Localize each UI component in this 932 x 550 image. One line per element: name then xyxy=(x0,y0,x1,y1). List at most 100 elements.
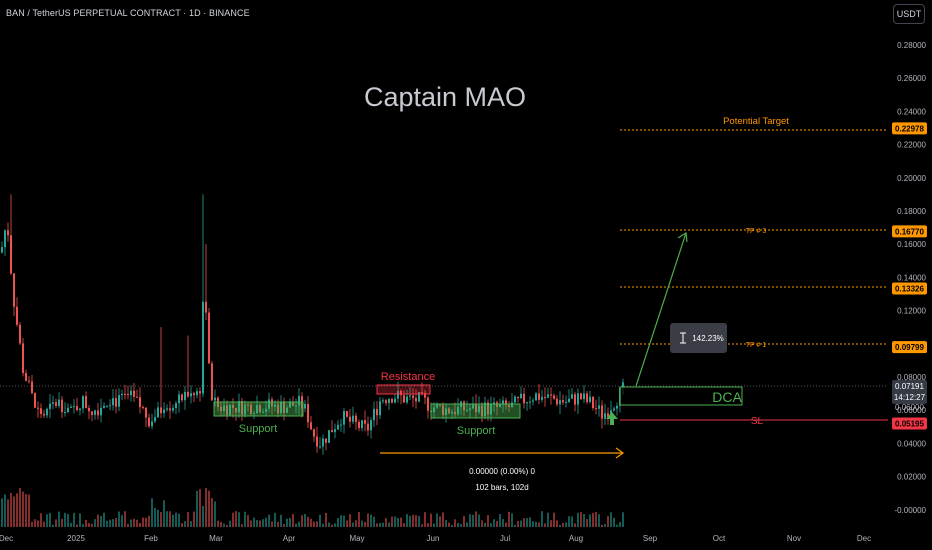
volume-bar xyxy=(559,524,561,527)
volume-bar xyxy=(523,518,525,527)
volume-bar xyxy=(517,520,519,527)
volume-bar xyxy=(85,520,87,527)
volume-bar xyxy=(121,515,123,527)
candle-body xyxy=(613,408,615,411)
volume-bar xyxy=(289,518,291,527)
y-tick-label: 0.18000 xyxy=(897,207,926,216)
volume-bar xyxy=(250,520,252,527)
candle-body xyxy=(508,405,510,408)
candle-body xyxy=(151,421,153,427)
candle-body xyxy=(370,420,372,431)
currency-button[interactable]: USDT xyxy=(893,4,925,24)
volume-bar xyxy=(256,520,258,527)
volume-bar xyxy=(463,516,465,527)
volume-bar xyxy=(91,523,93,527)
candle-body xyxy=(169,408,171,411)
volume-bar xyxy=(49,512,51,527)
volume-bar xyxy=(316,521,318,527)
volume-bar xyxy=(196,490,198,527)
volume-bar xyxy=(415,515,417,527)
volume-bar xyxy=(220,521,222,527)
candle-body xyxy=(181,394,183,401)
candle-body xyxy=(220,406,222,412)
candle-body xyxy=(76,406,78,410)
symbol-header[interactable]: BAN / TetherUS PERPETUAL CONTRACT · 1D ·… xyxy=(6,8,250,18)
volume-bar xyxy=(607,516,609,527)
candle-body xyxy=(325,438,327,443)
volume-bar xyxy=(388,522,390,527)
volume-bar xyxy=(163,500,165,527)
volume-bar xyxy=(142,517,144,527)
volume-bar xyxy=(67,513,69,527)
candle-body xyxy=(367,423,369,431)
candle-body xyxy=(19,324,21,344)
candle-body xyxy=(79,408,81,410)
x-tick-label: Jul xyxy=(500,534,510,543)
volume-bars xyxy=(1,488,624,527)
volume-bar xyxy=(145,517,147,527)
tp1-label: TP # 1 xyxy=(746,342,767,349)
volume-bar xyxy=(10,492,12,527)
candle-body xyxy=(484,402,486,417)
x-tick-label: Sep xyxy=(643,534,658,543)
candle-body xyxy=(352,415,354,422)
volume-bar xyxy=(148,515,150,527)
volume-bar xyxy=(88,523,90,527)
x-tick-label: Dec xyxy=(0,534,13,543)
candle-body xyxy=(34,393,36,408)
volume-bar xyxy=(592,512,594,527)
candle-body xyxy=(568,398,570,403)
candle-body xyxy=(463,401,465,411)
candle-body xyxy=(163,409,165,414)
candle-body xyxy=(208,312,210,364)
price-axis[interactable]: 0.28000 0.26000 0.24000 0.22000 0.20000 0.180… xyxy=(894,41,926,515)
volume-bar xyxy=(505,522,507,527)
volume-bar xyxy=(472,514,474,527)
candle-body xyxy=(115,398,117,407)
candle-body xyxy=(277,404,279,414)
candle-body xyxy=(580,393,582,400)
y-tick-label: 0.24000 xyxy=(897,107,926,116)
y-tick-label: 0.16000 xyxy=(897,240,926,249)
volume-bar xyxy=(475,511,477,527)
volume-bar xyxy=(577,512,579,527)
candle-body xyxy=(586,393,588,402)
volume-bar xyxy=(508,511,510,527)
projection-arrow xyxy=(635,232,687,387)
volume-bar xyxy=(112,519,114,527)
candle-body xyxy=(457,406,459,415)
candle-body xyxy=(271,399,273,407)
candle-body xyxy=(358,421,360,429)
volume-bar xyxy=(241,524,243,527)
volume-bar xyxy=(589,514,591,527)
x-tick-label: Oct xyxy=(713,534,726,543)
time-axis[interactable]: Dec 2025 Feb Mar Apr May Jun Jul Aug Sep Oct Nov Dec xyxy=(0,534,871,543)
volume-bar xyxy=(364,522,366,527)
volume-bar xyxy=(493,519,495,527)
candle-body xyxy=(256,405,258,414)
y-tick-label: 0.20000 xyxy=(897,174,926,183)
candle-body xyxy=(55,402,57,406)
candle-body xyxy=(31,381,33,394)
candle-body xyxy=(523,393,525,404)
volume-bar xyxy=(394,516,396,527)
candle-body xyxy=(103,405,105,408)
candle-body xyxy=(601,405,603,419)
range-info-1: 0.00000 (0.00%) 0 xyxy=(469,467,535,476)
candle-body xyxy=(97,410,99,416)
volume-bar xyxy=(343,515,345,527)
volume-bar xyxy=(397,517,399,527)
candle-body xyxy=(211,363,213,401)
price-label-text: 0.16770 xyxy=(895,227,924,236)
volume-bar xyxy=(433,523,435,527)
candle-body xyxy=(559,400,561,405)
candle-body xyxy=(238,401,240,413)
volume-bar xyxy=(94,519,96,527)
y-tick-label: 0.12000 xyxy=(897,307,926,316)
volume-bar xyxy=(340,515,342,527)
candle-body xyxy=(142,407,144,409)
volume-bar xyxy=(13,496,15,527)
volume-bar xyxy=(139,522,141,527)
volume-bar xyxy=(166,511,168,527)
